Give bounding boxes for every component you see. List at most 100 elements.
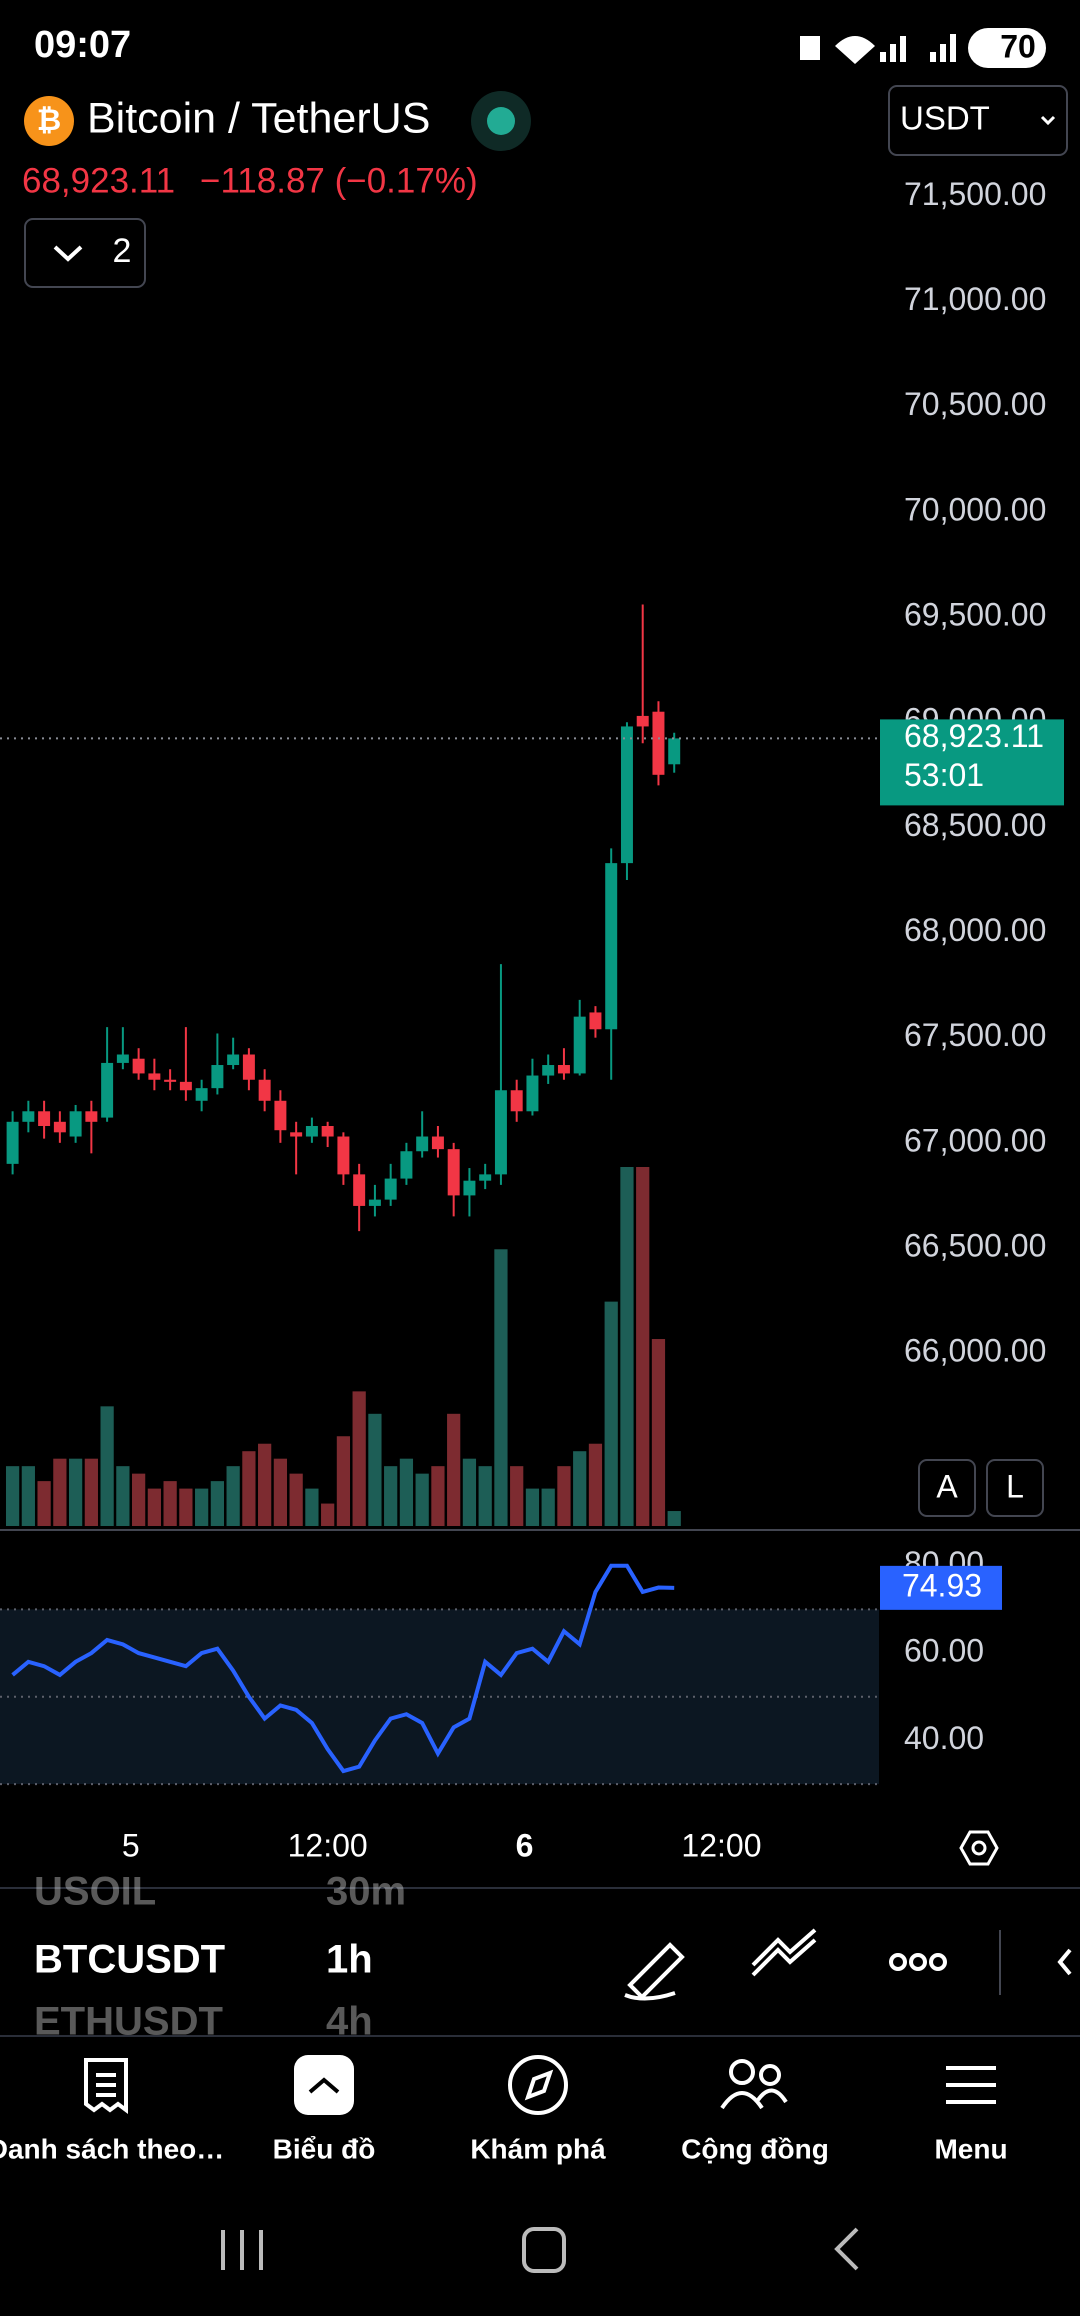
x-tick-label: 12:00 (288, 1827, 368, 1863)
nav-icons (84, 2055, 996, 2115)
volume-bar (242, 1451, 256, 1526)
candle-body (384, 1178, 397, 1200)
symbol-title[interactable]: Bitcoin / TetherUS (87, 94, 430, 142)
nav-label[interactable]: Biểu đồ (273, 2133, 376, 2164)
market-dot (487, 107, 515, 135)
volume-bar (147, 1488, 161, 1526)
volume-bar (604, 1301, 618, 1526)
volume-bar (588, 1443, 603, 1526)
volume-bar (478, 1466, 492, 1526)
y-tick-label: 71,000.00 (904, 281, 1046, 317)
chevron (1040, 115, 1056, 126)
indicator-toggle[interactable] (24, 218, 146, 288)
volume-bar (53, 1458, 67, 1526)
header-change: −118.87 (−0.17%) (200, 161, 478, 200)
candle-body (6, 1121, 19, 1164)
candle-body (542, 1065, 555, 1076)
volume-bar (462, 1458, 477, 1526)
candle-body (668, 738, 681, 765)
candle-body (573, 1016, 586, 1074)
currency-select[interactable] (888, 85, 1068, 156)
header-price: 68,923.11 (22, 161, 175, 200)
candle-body (195, 1088, 208, 1101)
candle-body (258, 1079, 271, 1101)
y-tick-label: 68,500.00 (904, 807, 1046, 843)
volume-bar (226, 1466, 240, 1526)
nav-label[interactable]: Danh sách theo… (0, 2133, 224, 2164)
candle-body (69, 1111, 82, 1137)
scale-button[interactable] (986, 1459, 1044, 1517)
candle-body (101, 1062, 114, 1118)
candle-body (510, 1090, 523, 1112)
symbol[interactable]: USOIL (34, 1870, 156, 1914)
price-pane (5, 604, 681, 1526)
draw-tool[interactable] (624, 1942, 685, 2001)
candle-body (557, 1065, 570, 1074)
volume-bar (399, 1458, 414, 1526)
nav-label[interactable]: Menu (934, 2133, 1007, 2164)
candle-body (620, 726, 633, 864)
volume-bar (525, 1488, 540, 1526)
interval[interactable]: 30m (326, 1870, 406, 1914)
volume-bar (352, 1391, 366, 1526)
candle-body (321, 1126, 334, 1137)
nav-label[interactable]: Khám phá (470, 2133, 606, 2164)
candle-body (179, 1081, 192, 1091)
scale-button-label: A (936, 1468, 958, 1504)
volume-bar (116, 1466, 130, 1526)
y-tick-label: 70,000.00 (904, 491, 1046, 527)
volume-bar (336, 1436, 351, 1526)
candle-body (305, 1126, 318, 1137)
x-tick-label: 6 (516, 1827, 534, 1863)
volume-bar (37, 1481, 51, 1526)
volume-bar (273, 1458, 288, 1526)
scale-button[interactable] (918, 1459, 976, 1517)
candle-body (416, 1136, 429, 1152)
volume-bar (651, 1339, 666, 1526)
x-tick-label: 5 (122, 1827, 140, 1863)
candle-body (290, 1132, 303, 1137)
volume-bar (431, 1466, 445, 1526)
candle-body (431, 1136, 444, 1150)
battery-level: 70 (1000, 28, 1036, 64)
candle-body (38, 1111, 51, 1127)
candle-body (652, 711, 665, 775)
y-tick-label: 68,000.00 (904, 912, 1046, 948)
y-tick-label: 67,000.00 (904, 1122, 1046, 1158)
system-nav (221, 2227, 859, 2273)
candle-body (589, 1012, 602, 1030)
bitcoin-icon (24, 96, 74, 146)
rsi-value-label: 74.93 (902, 1567, 982, 1603)
volume-bar (667, 1511, 681, 1526)
x-tick-label: 12:00 (681, 1827, 761, 1863)
candle-body (211, 1065, 224, 1089)
nav-label[interactable]: Cộng đồng (681, 2133, 829, 2164)
y-tick-label: 60.00 (904, 1633, 984, 1669)
volume-bar (195, 1488, 209, 1526)
candle-body (132, 1058, 145, 1074)
candle-body (605, 863, 618, 1030)
countdown: 53:01 (904, 757, 984, 793)
y-tick-label: 67,500.00 (904, 1017, 1046, 1053)
candle-body (227, 1054, 240, 1066)
volume-bar (494, 1249, 508, 1526)
candle-body (242, 1054, 255, 1080)
volume-bar (163, 1481, 177, 1526)
trend-tool[interactable] (751, 1928, 817, 1977)
volume-bar (415, 1473, 429, 1526)
volume-bar (557, 1466, 571, 1526)
interval[interactable]: 4h (326, 2000, 373, 2044)
candle-body (353, 1174, 366, 1206)
volume-bar (258, 1443, 272, 1526)
indicator-count: 2 (113, 232, 132, 270)
interval[interactable]: 1h (326, 1938, 373, 1982)
symbol[interactable]: BTCUSDT (34, 1938, 225, 1982)
y-tick-label: 69,500.00 (904, 597, 1046, 633)
candle-body (164, 1079, 177, 1082)
settings-dot (971, 1840, 987, 1856)
settings-icon[interactable] (959, 1830, 999, 1866)
volume-bar (541, 1488, 555, 1526)
symbol[interactable]: ETHUSDT (34, 2000, 223, 2044)
